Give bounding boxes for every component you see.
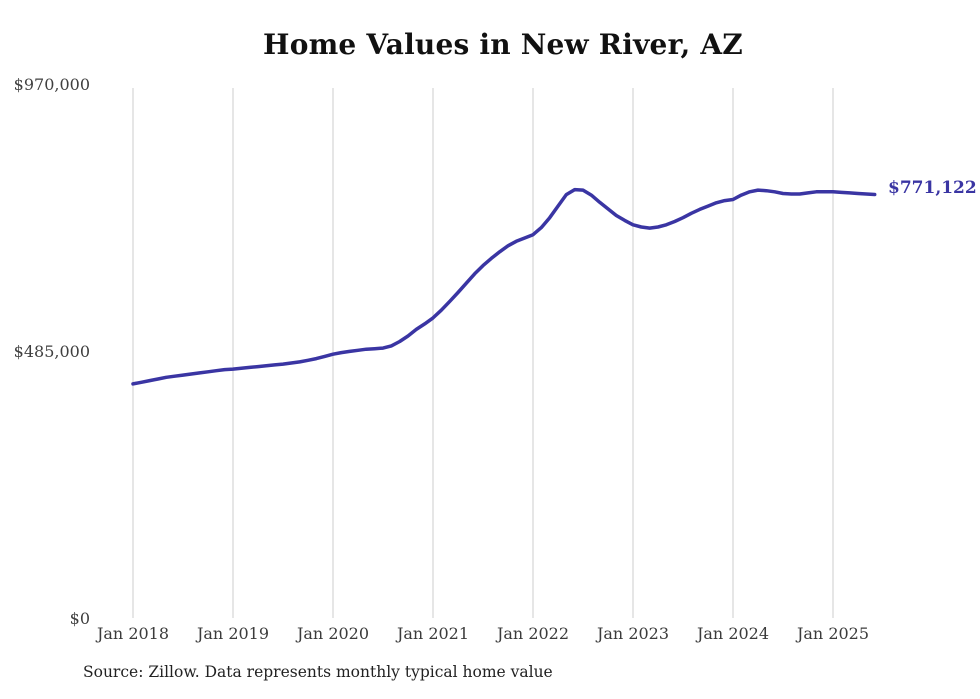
y-axis-label: $485,000 [13,342,90,361]
latest-value-label: $771,122 [888,178,977,198]
x-axis-label: Jan 2019 [196,624,270,643]
y-axis-label: $970,000 [13,75,90,94]
x-axis-label: Jan 2025 [796,624,870,643]
x-axis-label: Jan 2018 [96,624,170,643]
x-axis-label: Jan 2020 [296,624,370,643]
home-value-line [131,187,877,386]
x-axis-label: Jan 2021 [396,624,470,643]
chart-title: Home Values in New River, AZ [263,28,743,61]
x-axis-label: Jan 2022 [496,624,570,643]
x-axis-label: Jan 2024 [696,624,770,643]
source-note: Source: Zillow. Data represents monthly … [83,663,553,681]
x-axis-label: Jan 2023 [596,624,670,643]
y-axis-label: $0 [69,609,90,628]
